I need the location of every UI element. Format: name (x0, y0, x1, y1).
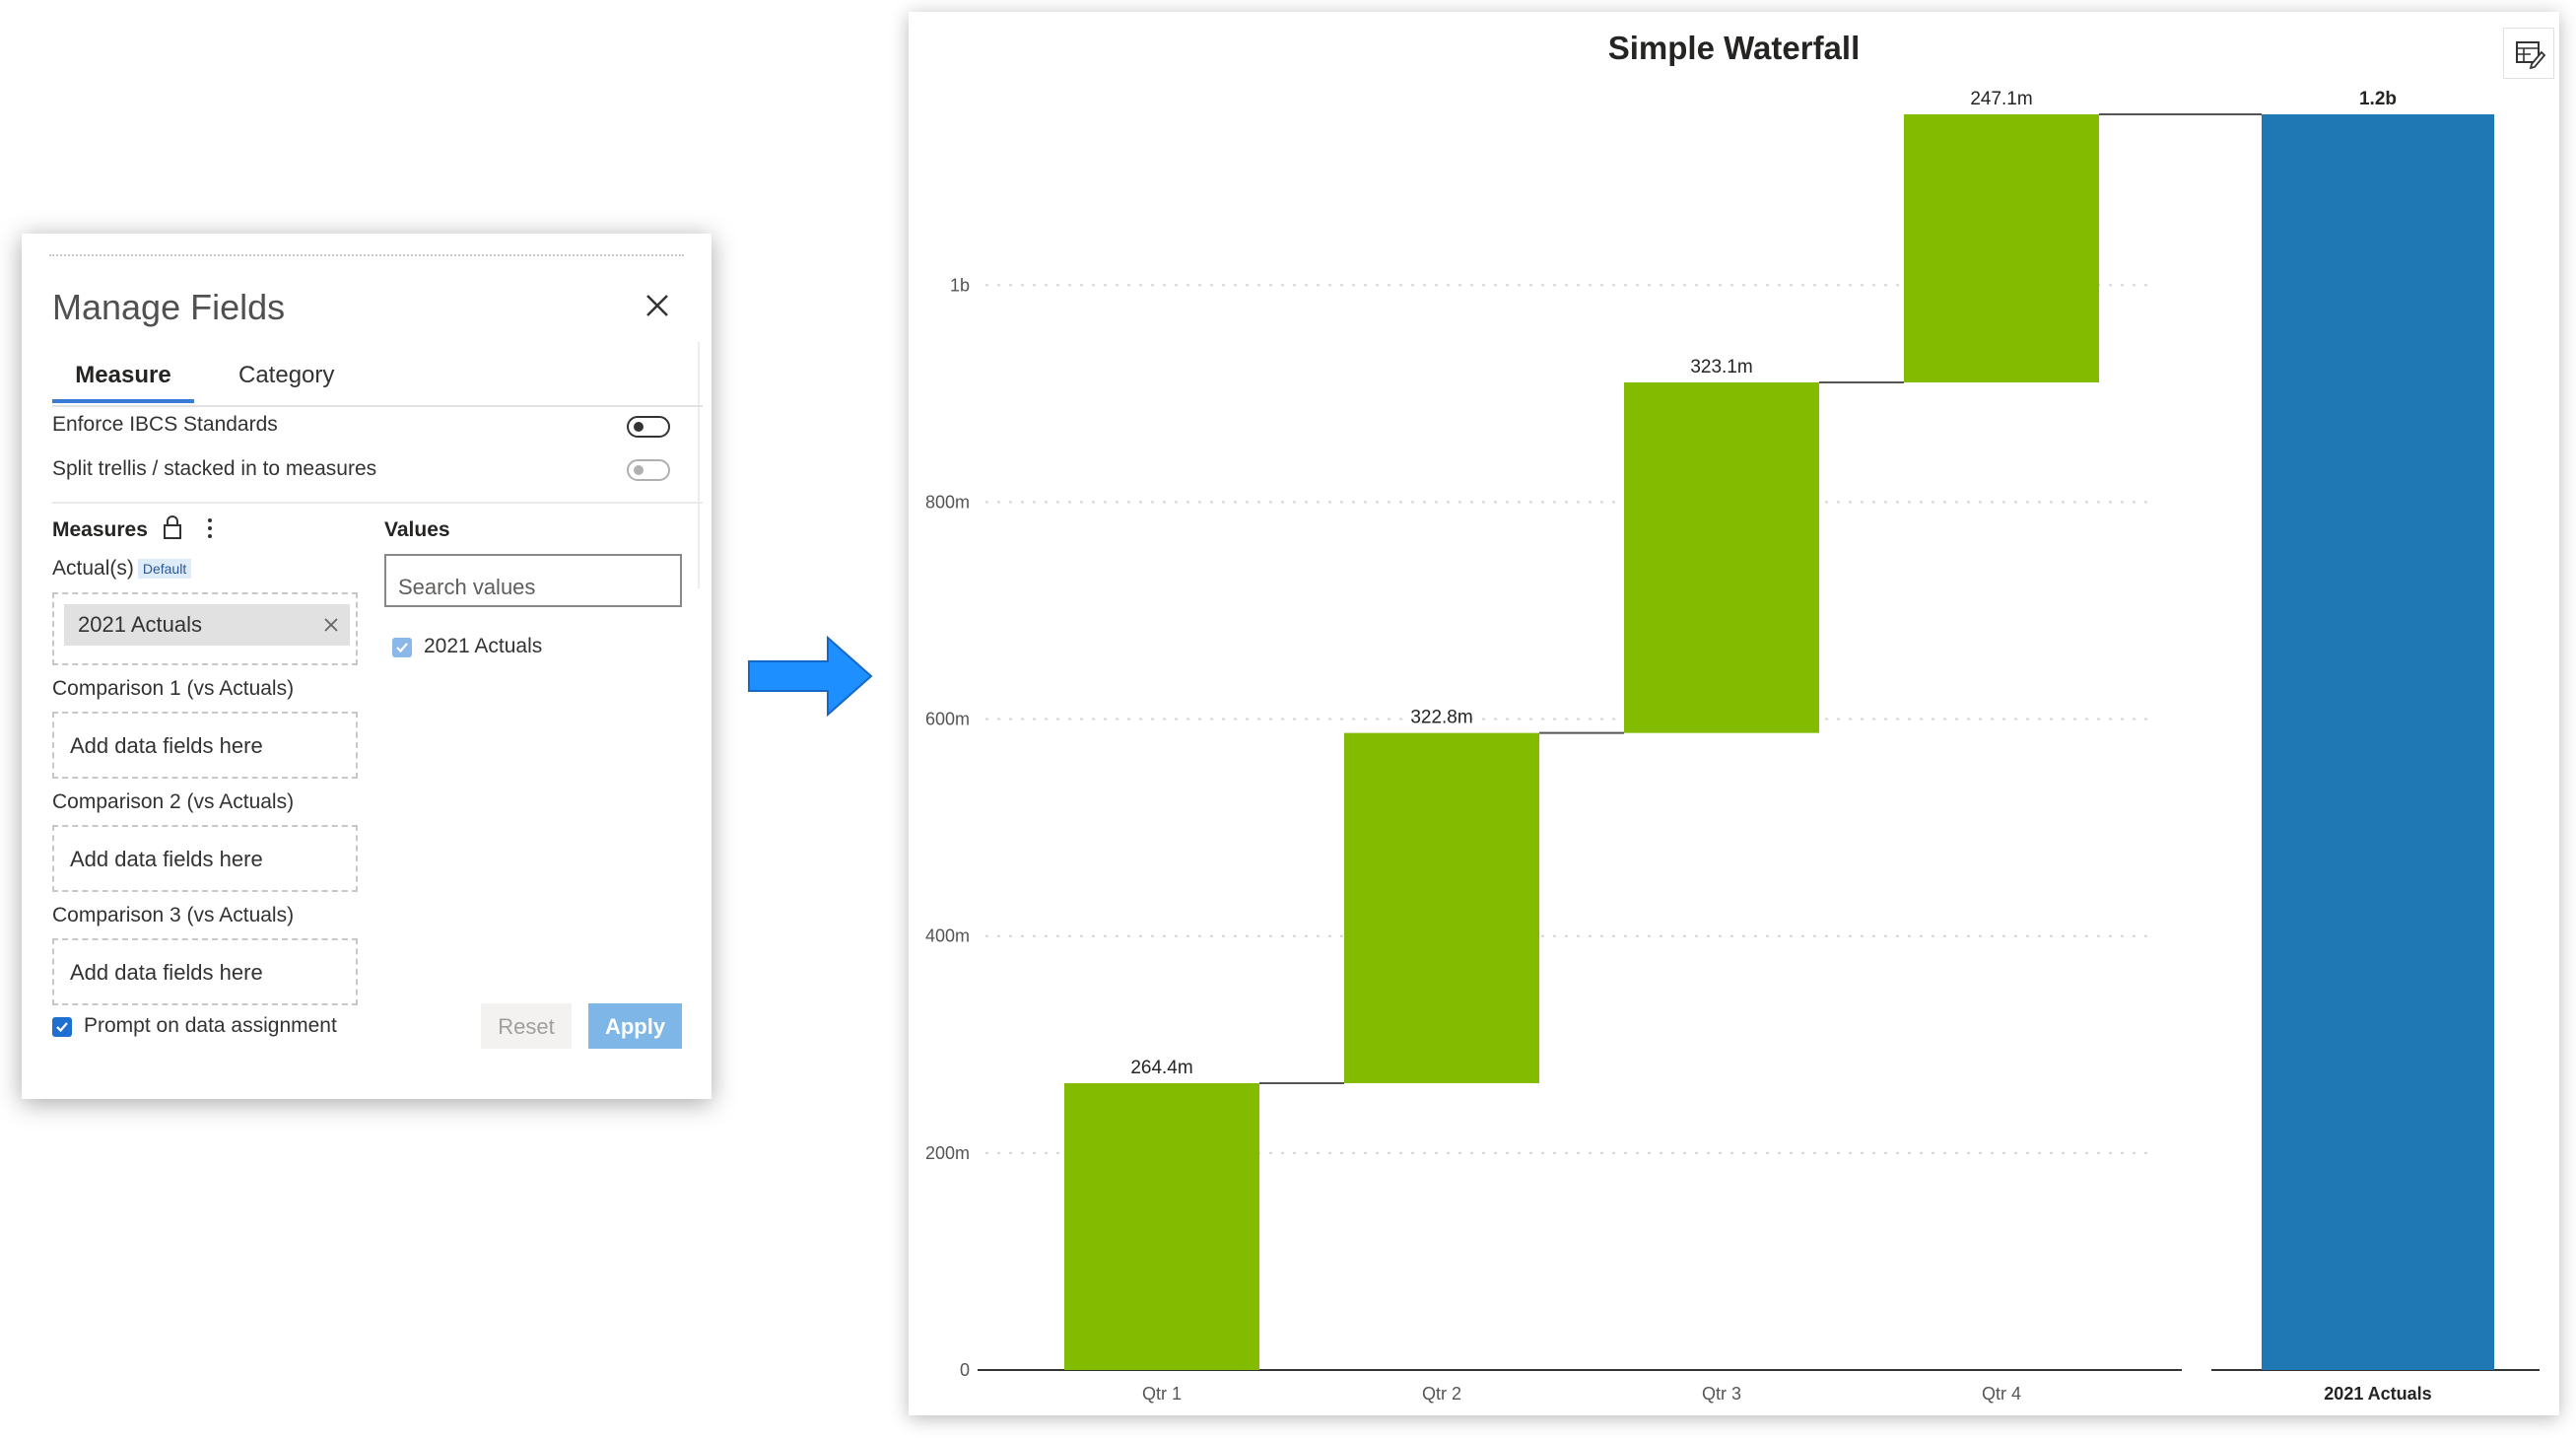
comparison-1-dropzone[interactable]: Add data fields here (52, 712, 358, 779)
tab-bar: Measure Category (52, 362, 703, 407)
y-tick-label: 400m (925, 926, 970, 946)
bar-qtr-2 (1344, 732, 1539, 1083)
x-tick-label: Qtr 4 (1982, 1384, 2021, 1404)
manage-fields-panel: Manage Fields Measure Category Enforce I… (22, 234, 712, 1099)
arrow-right-icon (747, 635, 875, 721)
bar-qtr-1 (1064, 1082, 1259, 1370)
section-divider (52, 502, 703, 504)
y-tick-label: 200m (925, 1143, 970, 1163)
tab-category[interactable]: Category (238, 362, 335, 388)
split-trellis-label: Split trellis / stacked in to measures (52, 457, 377, 480)
enforce-ibcs-toggle[interactable] (627, 416, 670, 438)
lock-icon[interactable] (162, 514, 183, 540)
measures-heading: Measures (52, 518, 148, 541)
y-tick-label: 800m (925, 492, 970, 512)
y-tick-label: 600m (925, 710, 970, 729)
waterfall-chart-card: Simple Waterfall 0 200m 400m 600m 800m 1b 264.… (909, 12, 2559, 1415)
comparison-1-label: Comparison 1 (vs Actuals) (52, 677, 295, 700)
comparison-2-label: Comparison 2 (vs Actuals) (52, 790, 295, 813)
y-tick-label: 1b (950, 275, 970, 295)
x-tick-label: Qtr 2 (1422, 1384, 1461, 1404)
comparison-3-label: Comparison 3 (vs Actuals) (52, 904, 295, 926)
prompt-checkbox[interactable] (52, 1017, 72, 1037)
bar-qtr-3 (1624, 381, 1819, 733)
data-label: 323.1m (1690, 357, 1752, 377)
actuals-label: Actual(s) Default (52, 557, 192, 581)
prompt-label: Prompt on data assignment (84, 1014, 337, 1037)
close-icon[interactable] (643, 291, 672, 320)
panel-scrollbar[interactable] (698, 342, 700, 588)
data-label: 247.1m (1970, 89, 2032, 109)
panel-top-divider (49, 254, 684, 256)
data-label: 322.8m (1410, 708, 1472, 728)
comparison-2-dropzone[interactable]: Add data fields here (52, 825, 358, 892)
panel-title: Manage Fields (52, 287, 286, 327)
y-tick-label: 0 (960, 1360, 970, 1380)
total-data-label: 1.2b (2359, 89, 2397, 109)
remove-field-icon[interactable] (322, 614, 340, 632)
total-tick-label: 2021 Actuals (2324, 1384, 2431, 1404)
apply-button[interactable]: Apply (588, 1003, 682, 1049)
x-tick-label: Qtr 3 (1702, 1384, 1741, 1404)
field-chip-label: 2021 Actuals (78, 612, 202, 637)
reset-button[interactable]: Reset (481, 1003, 572, 1049)
table-edit-icon[interactable] (2503, 28, 2554, 79)
default-badge: Default (137, 559, 192, 580)
bar-total (2262, 114, 2494, 1370)
field-chip-2021-actuals[interactable]: 2021 Actuals (64, 604, 350, 646)
actuals-label-text: Actual(s) (52, 557, 134, 580)
chart-title: Simple Waterfall (1607, 30, 1861, 66)
values-heading: Values (384, 518, 450, 541)
x-tick-label: Qtr 1 (1142, 1384, 1182, 1404)
value-item-label: 2021 Actuals (424, 635, 543, 657)
split-trellis-toggle[interactable] (627, 459, 670, 481)
bar-qtr-4 (1904, 114, 2099, 382)
more-vertical-icon[interactable] (203, 515, 217, 541)
value-checkbox-2021-actuals[interactable] (392, 638, 412, 657)
waterfall-plot: 0 200m 400m 600m 800m 1b 264.4m Qtr 1 322.8m Qtr … (925, 89, 2540, 1404)
search-values-input[interactable] (384, 554, 682, 607)
comparison-3-dropzone[interactable]: Add data fields here (52, 938, 358, 1005)
tab-measure[interactable]: Measure (52, 362, 194, 403)
data-label: 264.4m (1130, 1058, 1192, 1078)
actuals-dropzone[interactable]: 2021 Actuals (52, 592, 358, 665)
enforce-ibcs-label: Enforce IBCS Standards (52, 413, 278, 436)
